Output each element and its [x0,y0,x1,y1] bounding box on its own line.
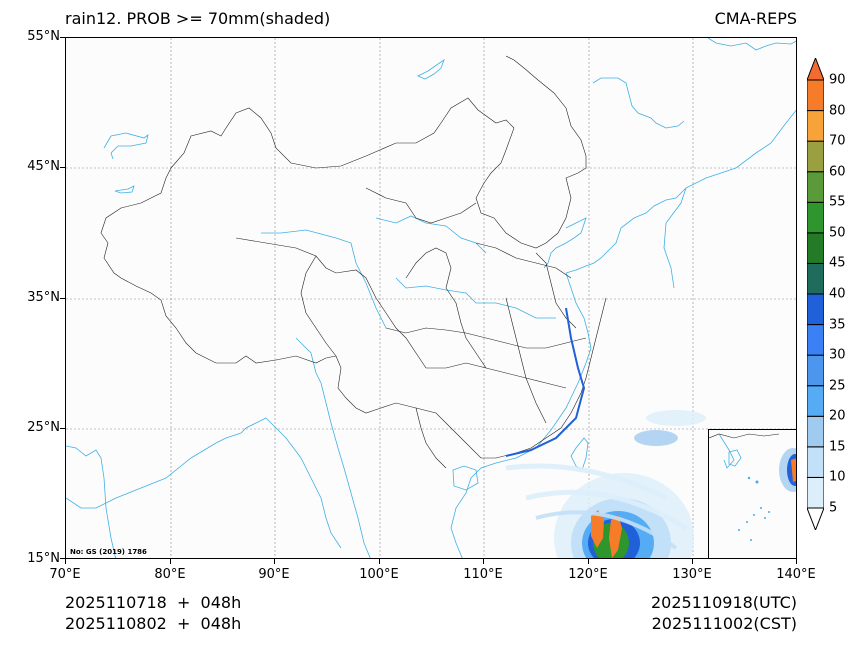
ytick-25n: 25°N [27,420,60,435]
coastlines [66,38,796,558]
xtick-140e: 140°E [776,567,816,582]
valid-utc: 2025110918(UTC) [651,593,797,612]
colorbar-tick-label: 90 [829,72,846,88]
xtick-mark [588,559,589,564]
init-utc: 2025110718 + 048h [65,593,242,612]
colorbar-tick-label: 20 [829,408,846,424]
colorbar-tick-label: 10 [829,469,846,485]
ytick-mark [60,298,65,299]
colorbar-tick-label: 55 [829,194,846,210]
xtick-80e: 80°E [154,567,186,582]
xtick-110e: 110°E [463,567,503,582]
valid-cst: 2025111002(CST) [651,614,797,633]
xtick-mark [65,559,66,564]
ytick-55n: 55°N [27,29,60,44]
ytick-35n: 35°N [27,290,60,305]
map-approval-number: No: GS (2019) 1786 [70,548,147,556]
xtick-mark [483,559,484,564]
colorbar-tick-label: 15 [829,439,846,455]
ytick-mark [60,37,65,38]
chart-title: rain12. PROB >= 70mm(shaded) [65,9,331,28]
ytick-mark [60,428,65,429]
xtick-mark [379,559,380,564]
ytick-45n: 45°N [27,159,60,174]
xtick-100e: 100°E [359,567,399,582]
xtick-mark [796,559,797,564]
colorbar-tick-label: 40 [829,286,846,302]
ytick-15n: 15°N [27,551,60,566]
map-canvas [66,38,796,558]
colorbar-tick-label: 45 [829,255,846,271]
colorbar-tick-label: 60 [829,164,846,180]
ytick-mark [60,558,65,559]
model-name: CMA-REPS [714,9,797,28]
south-china-sea-inset [708,429,796,558]
colorbar [807,58,824,530]
init-cst: 2025110802 + 048h [65,614,242,633]
colorbar-tick-label: 70 [829,133,846,149]
inset-map [709,433,796,541]
colorbar-tick-label: 50 [829,225,846,241]
valid-times: 2025110918(UTC) 2025111002(CST) [651,592,797,634]
xtick-mark [170,559,171,564]
init-times: 2025110718 + 048h 2025110802 + 048h [65,592,241,634]
colorbar-tick-label: 25 [829,378,846,394]
borders [100,55,607,469]
xtick-120e: 120°E [568,567,608,582]
xtick-mark [692,559,693,564]
colorbar-tick-label: 80 [829,103,846,119]
colorbar-tick-label: 30 [829,347,846,363]
rain-probability-shading [505,307,706,558]
colorbar-tick-label: 5 [829,500,838,516]
xtick-90e: 90°E [258,567,290,582]
xtick-130e: 130°E [672,567,712,582]
xtick-70e: 70°E [49,567,81,582]
gridlines [66,38,796,558]
xtick-mark [274,559,275,564]
ytick-mark [60,167,65,168]
colorbar-tick-label: 35 [829,317,846,333]
map-plot-area: No: GS (2019) 1786 [65,37,797,559]
